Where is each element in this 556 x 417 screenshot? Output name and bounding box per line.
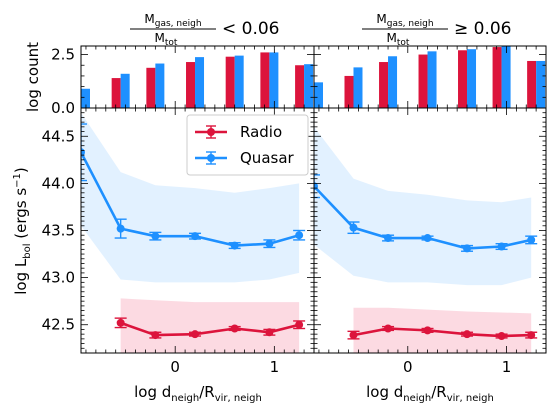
data-point-radio <box>384 324 393 333</box>
bar-quasar <box>467 49 477 108</box>
band-radio <box>120 298 300 353</box>
panel-frame <box>313 107 547 354</box>
data-point-radio <box>295 320 304 329</box>
x-tick-label: 0 <box>170 358 180 376</box>
data-point-radio <box>265 328 274 337</box>
legend-label-radio: Radio <box>240 123 282 141</box>
data-point-radio <box>191 330 200 339</box>
panel-title-right: Mgas, neigh Mtot ≥ 0.06 <box>362 12 512 48</box>
bar-quasar <box>304 64 314 108</box>
x-tick-label: 1 <box>502 358 512 376</box>
bar-quasar <box>314 82 323 108</box>
bottom-left-luminosity-panel: 0 1 42.5 43.0 43.5 44.0 44.5 <box>42 107 315 376</box>
bars <box>314 46 546 108</box>
bar-quasar <box>120 73 130 108</box>
x-tick-label: 0 <box>403 358 413 376</box>
series-line-radio <box>120 321 300 337</box>
data-point-quasar <box>265 239 274 248</box>
plot-area <box>81 112 306 353</box>
data-point-quasar <box>349 223 358 232</box>
y-tick-label: 43.5 <box>42 222 75 240</box>
legend-label-quasar: Quasar <box>240 149 295 167</box>
data-point-radio <box>527 331 536 340</box>
band-radio <box>353 307 532 353</box>
top-right-count-panel <box>313 45 547 109</box>
bar-radio <box>527 60 537 108</box>
x-axis-label-left: log dneigh/Rvir, neigh <box>134 383 262 404</box>
bar-quasar <box>388 56 398 108</box>
legend-marker-quasar <box>195 151 227 165</box>
bar-radio <box>111 78 121 108</box>
data-point-radio <box>151 331 160 340</box>
y-tick-label: 0.0 <box>51 99 75 117</box>
data-point-radio <box>423 326 432 335</box>
bar-radio <box>418 54 428 108</box>
data-point-quasar <box>295 231 304 240</box>
data-point-radio <box>116 318 125 327</box>
title-right-denominator: Mtot <box>387 31 410 48</box>
title-left-denominator: Mtot <box>155 31 178 48</box>
data-point-quasar <box>497 242 506 251</box>
legend-box <box>186 114 309 176</box>
legend-marker-radio <box>195 125 227 139</box>
data-point-quasar <box>116 224 125 233</box>
data-point-quasar <box>423 234 432 243</box>
bar-radio <box>186 62 196 108</box>
bar-radio <box>295 65 305 108</box>
data-point-radio <box>463 330 472 339</box>
bar-quasar <box>536 60 546 108</box>
bar-radio <box>260 52 270 108</box>
y-tick-label: 44.5 <box>42 127 75 145</box>
y-tick-label: 44.0 <box>42 174 75 192</box>
bar-radio <box>492 47 502 108</box>
bar-quasar <box>427 51 437 108</box>
data-point-radio <box>497 332 506 341</box>
y-axis-label-count: log count <box>24 42 42 112</box>
data-point-radio <box>230 324 239 333</box>
data-point-quasar <box>191 232 200 241</box>
bars <box>81 52 314 108</box>
bar-radio <box>225 56 235 108</box>
title-right-numerator: Mgas, neigh <box>376 12 433 29</box>
title-left-numerator: Mgas, neigh <box>144 12 201 29</box>
data-point-quasar <box>463 244 472 253</box>
bar-quasar <box>501 46 511 108</box>
bar-quasar <box>269 52 279 108</box>
top-left-count-panel: 0.0 2.5 <box>51 45 315 117</box>
y-tick-label: 42.5 <box>42 316 75 334</box>
y-tick-label: 43.0 <box>42 269 75 287</box>
data-point-quasar <box>527 235 536 244</box>
bar-quasar <box>155 63 165 108</box>
x-tick-label: 1 <box>270 358 280 376</box>
y-axis-label-luminosity: log Lbol (ergs s−1) <box>12 167 33 295</box>
bar-quasar <box>353 67 363 108</box>
bar-quasar <box>195 57 205 108</box>
y-tick-label: 2.5 <box>51 46 75 64</box>
bar-radio <box>379 62 389 108</box>
bar-radio <box>146 67 156 108</box>
x-axis-label-right: log dneigh/Rvir, neigh <box>366 383 494 404</box>
bar-radio <box>458 50 468 108</box>
bar-radio <box>344 75 354 108</box>
data-point-quasar <box>384 234 393 243</box>
band-quasar <box>314 126 532 286</box>
data-point-quasar <box>151 232 160 241</box>
title-right-relation: ≥ 0.06 <box>454 19 512 39</box>
panel-title-left: Mgas, neigh Mtot < 0.06 <box>130 12 280 48</box>
title-left-relation: < 0.06 <box>222 19 280 39</box>
plot-area <box>314 126 538 353</box>
bar-quasar <box>81 88 90 108</box>
legend: Radio Quasar <box>186 114 309 176</box>
series-line-radio <box>353 327 532 338</box>
data-point-quasar <box>230 241 239 250</box>
data-point-radio <box>349 331 358 340</box>
band-quasar <box>81 112 300 283</box>
bar-quasar <box>234 55 244 108</box>
